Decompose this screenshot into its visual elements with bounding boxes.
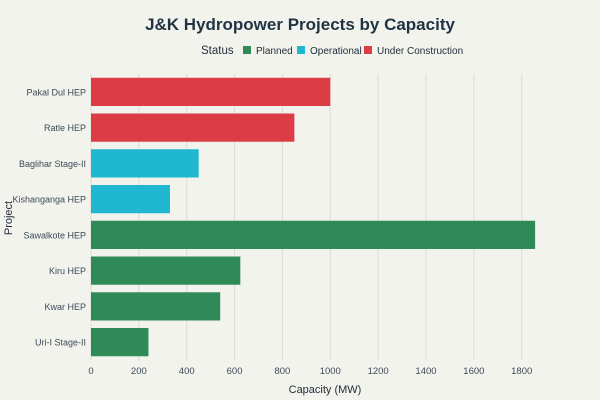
bar <box>91 77 331 106</box>
bar <box>91 292 221 321</box>
x-axis-ticks: 0 200 400 600 800 1000 1200 1400 1600 1800 <box>88 366 532 377</box>
legend-title: Status <box>201 45 234 57</box>
x-tick-label: 600 <box>227 366 243 377</box>
x-tick-label: 200 <box>131 366 147 377</box>
x-tick-label: 0 <box>88 366 93 377</box>
y-category-label: Kishanganga HEP <box>12 195 86 205</box>
bars <box>91 77 536 357</box>
bar <box>91 185 170 214</box>
legend-swatch-under-construction <box>364 46 372 54</box>
legend: Status Planned Operational Under Constructi… <box>201 45 463 57</box>
bar <box>91 256 241 285</box>
legend-label-operational: Operational <box>310 46 362 57</box>
x-tick-label: 1000 <box>320 366 341 377</box>
legend-label-planned: Planned <box>256 46 293 57</box>
x-tick-label: 1400 <box>415 366 436 377</box>
x-tick-label: 1600 <box>463 366 484 377</box>
chart-title: J&K Hydropower Projects by Capacity <box>145 15 455 34</box>
y-category-label: Kwar HEP <box>44 302 86 312</box>
y-category-label: Kiru HEP <box>49 266 86 276</box>
bar <box>91 149 199 178</box>
x-tick-label: 1800 <box>511 366 532 377</box>
bar <box>91 328 149 357</box>
legend-swatch-planned <box>243 46 251 54</box>
y-category-label: Pakal Dul HEP <box>26 87 86 97</box>
x-tick-label: 800 <box>274 366 290 377</box>
y-axis-categories: Pakal Dul HEP Ratle HEP Baglihar Stage-II K… <box>12 87 86 347</box>
y-category-label: Uri-I Stage-II <box>35 338 86 348</box>
x-tick-label: 1200 <box>368 366 389 377</box>
bar <box>91 220 536 249</box>
y-category-label: Sawalkote HEP <box>23 230 86 240</box>
legend-swatch-operational <box>297 46 305 54</box>
legend-label-under-construction: Under Construction <box>377 46 463 57</box>
x-axis-label: Capacity (MW) <box>289 384 362 396</box>
y-axis-label: Project <box>3 201 15 235</box>
y-category-label: Ratle HEP <box>44 123 86 133</box>
y-category-label: Baglihar Stage-II <box>19 159 86 169</box>
x-tick-label: 400 <box>179 366 195 377</box>
bar <box>91 113 295 142</box>
